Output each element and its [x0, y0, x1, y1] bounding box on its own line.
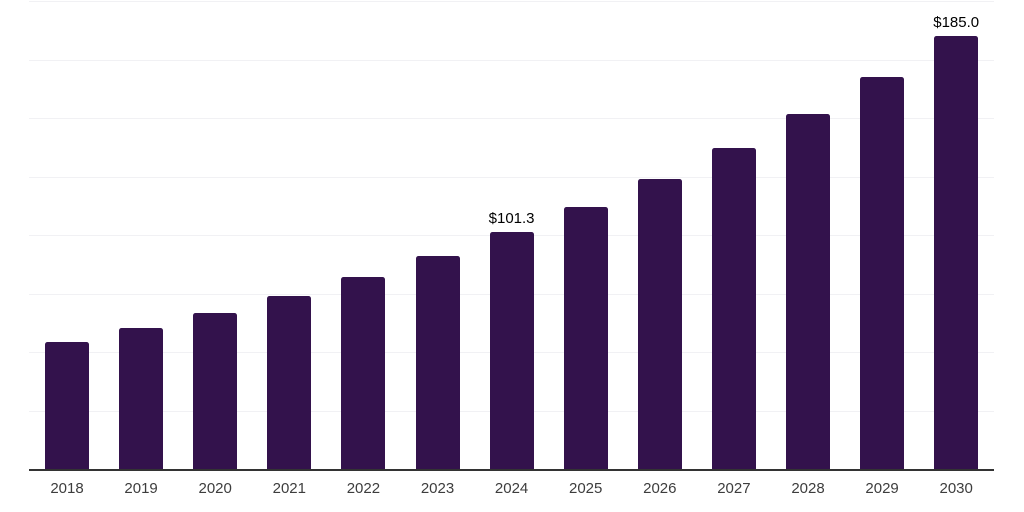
- gridline: [29, 118, 994, 119]
- gridline: [29, 1, 994, 2]
- x-axis-line: [29, 469, 994, 471]
- x-tick-label: 2030: [939, 480, 973, 497]
- x-tick-label: 2027: [717, 480, 751, 497]
- bar-2022: [341, 276, 386, 469]
- bar-2026: [637, 179, 682, 469]
- bar-2025: [563, 206, 608, 469]
- x-tick-label: 2029: [865, 480, 899, 497]
- bar-2019: [119, 327, 164, 469]
- x-tick-label: 2021: [272, 480, 306, 497]
- x-tick-label: 2026: [643, 480, 677, 497]
- x-tick-label: 2019: [124, 480, 158, 497]
- bar-2028: [786, 114, 830, 469]
- x-tick-label: 2025: [569, 480, 603, 497]
- x-tick-label: 2023: [420, 480, 455, 497]
- bar-2023: [415, 256, 460, 469]
- x-tick-label: 2020: [198, 480, 232, 497]
- gridline: [29, 176, 994, 178]
- bar-2018: [45, 341, 89, 469]
- bar-2024: [489, 232, 534, 469]
- x-tick-label: 2022: [346, 480, 381, 497]
- bar-2030: [934, 36, 979, 469]
- bar-2021: [267, 296, 312, 469]
- bar-2027: [711, 147, 756, 469]
- x-tick-label: 2018: [50, 480, 84, 497]
- gridline: [29, 59, 994, 61]
- bar-value-label: $185.0: [933, 14, 980, 32]
- bar-value-label: $101.3: [488, 210, 535, 227]
- x-tick-label: 2024: [494, 480, 529, 497]
- bar-2029: [860, 77, 905, 469]
- x-tick-label: 2028: [791, 480, 825, 497]
- bar-2020: [193, 312, 238, 469]
